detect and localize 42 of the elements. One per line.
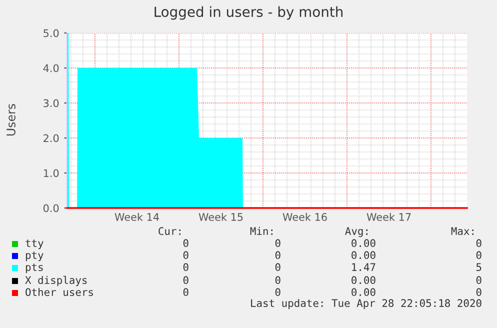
x-tick-label: Week 15 bbox=[198, 212, 243, 221]
text: 0 bbox=[476, 288, 482, 296]
x-tick-label: Week 16 bbox=[282, 212, 327, 221]
legend-label: X displays bbox=[25, 276, 87, 286]
text: 0 bbox=[275, 239, 280, 248]
y-tick-label: 1.0 bbox=[44, 169, 59, 178]
y-axis-title: Users bbox=[6, 104, 16, 136]
text: Min: bbox=[250, 226, 272, 235]
text: 0.00 bbox=[352, 276, 376, 284]
text: 0 bbox=[183, 288, 188, 296]
text: 0.00 bbox=[352, 239, 376, 248]
legend-label: tty bbox=[26, 240, 44, 250]
legend-label: pts bbox=[26, 264, 43, 274]
legend-label: pty bbox=[26, 252, 44, 262]
x-tick-label: Week 14 bbox=[114, 212, 159, 221]
chart-title: Logged in users - by month bbox=[154, 6, 343, 20]
text: Avg: bbox=[345, 227, 368, 238]
text: 0 bbox=[275, 276, 280, 284]
text: Cur: bbox=[158, 227, 180, 236]
y-tick-label: 5.0 bbox=[44, 29, 59, 38]
text: 0 bbox=[183, 239, 188, 248]
text: 0 bbox=[476, 251, 482, 260]
y-tick-label: 3.0 bbox=[44, 99, 59, 108]
text: 0 bbox=[476, 276, 482, 284]
text: 0 bbox=[275, 288, 280, 296]
text: 0.00 bbox=[352, 288, 376, 296]
y-tick-label: 4.0 bbox=[43, 64, 59, 72]
text: 0 bbox=[275, 251, 280, 260]
text: Last update: Tue Apr 28 22:05:18 2020 bbox=[251, 298, 482, 310]
text: 0 bbox=[275, 263, 280, 272]
x-tick-label: Week 17 bbox=[366, 212, 411, 221]
text: 0 bbox=[183, 276, 188, 284]
text: Max: bbox=[451, 227, 474, 236]
text: 0 bbox=[476, 239, 482, 248]
legend-label: Other users bbox=[26, 288, 93, 296]
text: 5 bbox=[476, 263, 482, 272]
text: 0 bbox=[183, 251, 188, 260]
text: 0 bbox=[183, 263, 188, 272]
text: 0.00 bbox=[352, 251, 376, 260]
text: 1.47 bbox=[352, 263, 376, 271]
y-tick-label: 0.0 bbox=[43, 204, 59, 212]
y-tick-label: 2.0 bbox=[44, 134, 59, 142]
